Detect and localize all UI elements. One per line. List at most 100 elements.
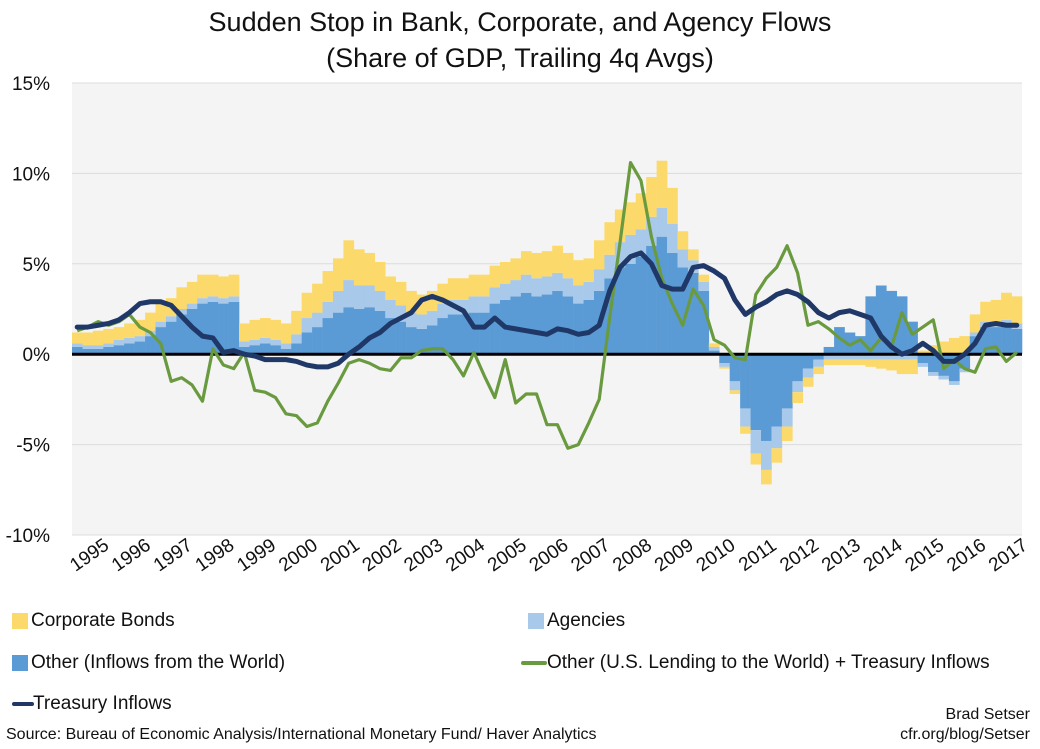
bar-agencies <box>291 334 302 344</box>
bar-corporate-bonds <box>124 323 135 338</box>
bar-other-inflows <box>656 236 668 355</box>
bar-corporate-bonds <box>573 260 584 286</box>
bar-agencies <box>604 254 616 279</box>
y-tick-label: 0% <box>23 345 51 366</box>
bar-other-inflows <box>687 272 699 355</box>
bar-agencies <box>729 381 741 391</box>
bar-other-inflows <box>406 327 417 355</box>
x-tick-label: 2015 <box>902 535 949 576</box>
bar-corporate-bonds <box>489 265 501 288</box>
bar-corporate-bonds <box>729 390 741 394</box>
bar-other-inflows <box>562 296 574 355</box>
bar-other-inflows <box>228 301 240 355</box>
bar-agencies <box>656 207 668 237</box>
bar-agencies <box>573 285 584 304</box>
bar-other-inflows <box>385 318 396 355</box>
bar-corporate-bonds <box>593 240 605 270</box>
legend-label-other-lending: Other (U.S. Lending to the World) + Trea… <box>547 652 990 673</box>
bar-agencies <box>155 321 167 328</box>
bar-other-inflows <box>583 299 595 355</box>
credit-url: cfr.org/blog/Setser <box>900 726 1030 743</box>
bar-other-inflows <box>145 336 156 355</box>
gridlines <box>72 82 1022 536</box>
bar-corporate-bonds <box>218 276 229 299</box>
bar-other-inflows <box>343 307 355 355</box>
bar-other-inflows <box>907 321 918 355</box>
bar-corporate-bonds <box>186 281 198 304</box>
bar-agencies <box>364 285 376 308</box>
series-line-other-lending <box>76 160 1018 450</box>
bar-agencies <box>426 310 438 326</box>
bar-other-inflows <box>750 354 762 431</box>
legend-swatch-other-inflows <box>12 655 28 671</box>
bar-other-inflows <box>552 290 563 355</box>
bar-other-inflows <box>239 346 250 355</box>
bar-corporate-bonds <box>604 222 616 255</box>
chart-subtitle: (Share of GDP, Trailing 4q Avgs) <box>326 43 714 73</box>
bar-other-inflows <box>176 314 188 355</box>
bar-corporate-bonds <box>781 426 793 441</box>
bar-corporate-bonds <box>259 318 271 338</box>
bar-corporate-bonds <box>458 278 469 300</box>
bar-corporate-bonds <box>959 336 971 355</box>
bar-other-inflows <box>280 348 292 355</box>
bar-agencies <box>917 363 929 367</box>
bar-other-inflows <box>458 314 469 355</box>
y-tick-label: -5% <box>16 436 50 457</box>
bar-other-inflows <box>197 303 209 355</box>
bar-agencies <box>301 318 313 333</box>
bar-other-inflows <box>573 303 584 355</box>
bar-corporate-bonds <box>677 231 689 250</box>
bar-other-inflows <box>823 346 835 355</box>
x-tick-label: 2007 <box>567 535 614 576</box>
bar-agencies <box>385 299 396 319</box>
bar-corporate-bonds <box>312 283 323 313</box>
bar-agencies <box>677 249 689 268</box>
x-tick-label: 1996 <box>108 535 155 576</box>
bar-agencies <box>103 343 115 347</box>
bar-corporate-bonds <box>72 332 83 344</box>
bar-corporate-bonds <box>343 240 355 281</box>
bar-corporate-bonds <box>155 303 167 322</box>
bar-other-inflows <box>103 346 115 355</box>
bar-corporate-bonds <box>625 202 637 235</box>
bar-corporate-bonds <box>270 319 282 340</box>
bar-corporate-bonds <box>875 359 887 369</box>
bar-corporate-bonds <box>280 323 292 344</box>
bar-agencies <box>312 312 323 328</box>
bar-corporate-bonds <box>698 274 710 282</box>
bar-corporate-bonds <box>823 359 835 366</box>
bar-corporate-bonds <box>239 323 250 342</box>
bar-agencies <box>197 298 209 304</box>
bar-other-inflows <box>416 328 428 355</box>
bar-agencies <box>218 298 229 304</box>
x-tick-label: 2010 <box>693 535 740 576</box>
bar-corporate-bonds <box>990 299 1002 322</box>
bar-agencies <box>72 343 83 347</box>
x-tick-label: 2016 <box>943 535 990 576</box>
x-tick-label: 2003 <box>400 535 447 576</box>
bar-agencies <box>896 354 908 360</box>
bar-corporate-bonds <box>583 258 595 282</box>
legend-swatch-agencies <box>528 613 544 629</box>
bar-other-inflows <box>813 354 824 360</box>
x-tick-label: 2011 <box>735 535 781 576</box>
bar-agencies <box>719 363 730 367</box>
bar-other-inflows <box>865 296 877 355</box>
bar-agencies <box>239 341 250 347</box>
legend-swatch-treasury <box>12 702 34 706</box>
x-tick-label: 2000 <box>275 535 322 576</box>
x-tick-label: 1997 <box>150 535 197 576</box>
bar-corporate-bonds <box>687 249 699 261</box>
bar-other-inflows <box>364 307 376 355</box>
bar-agencies <box>92 345 104 349</box>
bar-agencies <box>416 314 428 329</box>
bar-agencies <box>614 242 626 268</box>
bar-corporate-bonds <box>792 392 804 404</box>
bar-agencies <box>969 332 981 337</box>
bar-corporate-bonds <box>771 448 783 463</box>
bar-other-inflows <box>708 350 720 355</box>
bar-agencies <box>875 354 887 360</box>
bar-corporate-bonds <box>708 343 720 347</box>
x-tick-label: 2008 <box>609 535 656 576</box>
